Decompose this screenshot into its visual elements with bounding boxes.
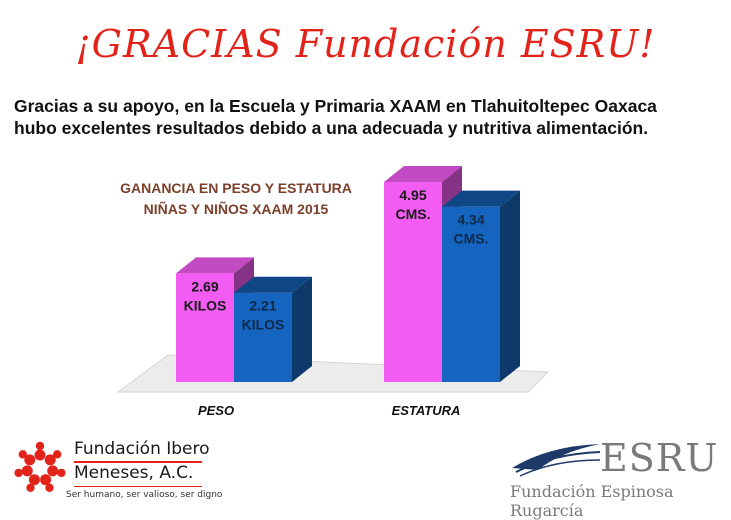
data-label-estatura-series-1-line1: 4.95 [399,187,426,203]
chart-title-line2: NIÑAS Y NIÑOS XAAM 2015 [144,200,329,217]
data-label-peso-series-1-line1: 2.69 [191,278,218,294]
data-label-estatura-series-2-line1: 4.34 [457,212,484,228]
intro-line-1: Gracias a su apoyo, en la Escuela y Prim… [14,96,657,116]
ibero-divider-2 [74,486,202,487]
page-title: ¡GRACIAS Fundación ESRU! [75,22,656,66]
bar-side [292,276,312,382]
esru-subtitle: Fundación Espinosa Rugarcía [510,482,674,520]
open-book-icon [512,444,601,477]
data-label-peso-series-2-line1: 2.21 [249,298,276,314]
bar-estatura-series-2 [442,190,520,382]
people-circle-icon [14,441,66,492]
data-label-estatura-series-1-line2: CMS. [396,206,431,222]
ibero-divider [74,461,202,463]
chart-title-line1: GANANCIA EN PESO Y ESTATURA [120,180,352,196]
bar-front [384,182,442,382]
bar-side [500,190,520,382]
bar-top [176,257,254,274]
data-label-estatura-series-2-line2: CMS. [454,231,489,247]
data-label-peso-series-2-line2: KILOS [242,317,285,333]
ibero-tagline: Ser humano, ser valioso, ser digno [66,490,223,500]
data-label-peso-series-1-line2: KILOS [184,297,227,313]
ibero-name-line2: Meneses, A.C. [74,463,194,483]
category-label-peso: PESO [198,403,234,418]
bar-top [234,276,312,293]
ibero-name-line1: Fundación Ibero [74,439,210,459]
esru-wordmark: ESRU [600,436,719,480]
bar-front [234,292,292,382]
intro-text: Gracias a su apoyo, en la Escuela y Prim… [14,95,724,139]
intro-line-2: hubo excelentes resultados debido a una … [14,118,649,138]
bar-peso-series-2 [234,276,312,382]
bar-front [176,273,234,382]
bar-front [442,206,500,382]
bar-top [442,190,520,207]
category-label-estatura: ESTATURA [392,403,461,418]
bar-top [384,166,462,183]
